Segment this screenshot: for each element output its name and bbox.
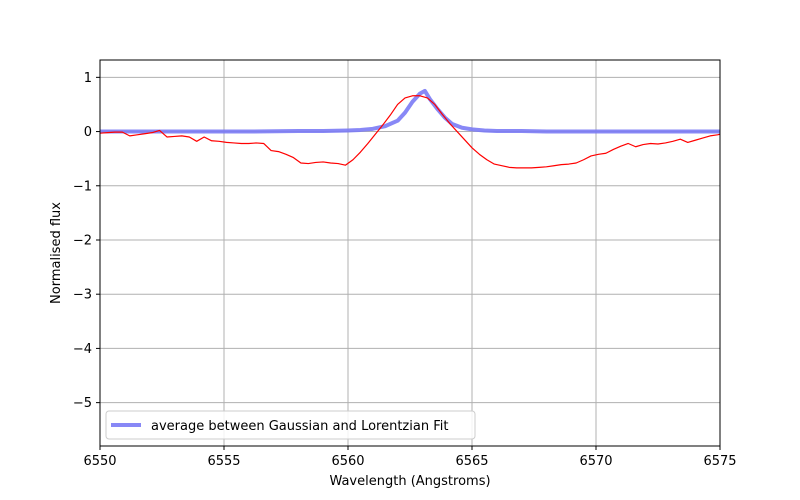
series-group: [100, 88, 720, 169]
y-tick-label: −4: [73, 342, 92, 357]
y-tick-label: −2: [73, 233, 92, 248]
y-tick-label: −1: [73, 179, 92, 194]
x-tick-label: 6550: [83, 454, 116, 469]
x-axis-label: Wavelength (Angstroms): [329, 474, 490, 489]
x-axis: 6550 6555 6560 6565 6570 6575: [83, 446, 737, 469]
legend: average between Gaussian and Lorentzian …: [105, 410, 476, 440]
series-line-fit: [100, 88, 720, 134]
y-axis: 1 0 −1 −2 −3 −4 −5: [73, 71, 100, 411]
x-tick-label: 6565: [455, 454, 488, 469]
legend-entry-fit: average between Gaussian and Lorentzian …: [151, 419, 448, 434]
legend-box: [105, 410, 476, 440]
series-line-observed: [100, 95, 720, 169]
y-tick-label: −3: [73, 288, 92, 303]
y-tick-label: −5: [73, 396, 92, 411]
y-axis-label: Normalised flux: [49, 202, 64, 304]
y-tick-label: 1: [84, 71, 92, 86]
x-tick-label: 6555: [207, 454, 240, 469]
x-tick-label: 6570: [579, 454, 612, 469]
y-tick-label: 0: [84, 125, 92, 140]
plot-area-background: [100, 60, 720, 446]
x-tick-label: 6560: [331, 454, 364, 469]
x-tick-label: 6575: [703, 454, 736, 469]
plot-frame: [99, 59, 721, 447]
